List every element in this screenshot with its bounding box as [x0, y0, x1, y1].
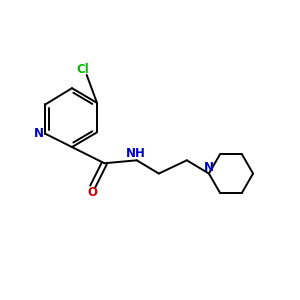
- Text: NH: NH: [126, 147, 146, 160]
- Text: N: N: [34, 127, 44, 140]
- Text: Cl: Cl: [77, 63, 89, 76]
- Text: O: O: [88, 186, 98, 199]
- Text: N: N: [204, 160, 214, 174]
